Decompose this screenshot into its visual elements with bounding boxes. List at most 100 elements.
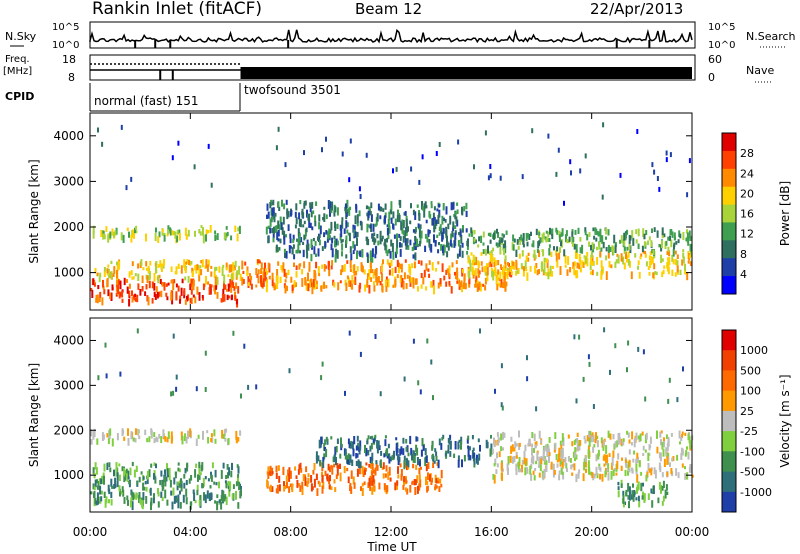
data-cell — [103, 289, 106, 295]
data-cell — [607, 244, 610, 253]
data-cell — [635, 458, 638, 464]
colorbar-tick-label: 25 — [740, 405, 754, 418]
data-cell — [364, 444, 366, 454]
data-cell — [400, 469, 403, 477]
data-cell — [162, 480, 165, 490]
data-cell — [662, 480, 665, 488]
data-cell — [265, 226, 268, 235]
data-cell — [463, 276, 466, 286]
data-cell — [507, 262, 509, 266]
data-cell — [104, 499, 107, 508]
colorbar-tick-label: 20 — [740, 187, 754, 200]
data-cell — [347, 438, 350, 445]
data-cell — [655, 271, 658, 276]
data-cell — [435, 267, 438, 272]
data-cell — [686, 472, 689, 480]
data-cell — [523, 457, 526, 465]
data-cell — [400, 243, 403, 248]
data-cell — [374, 253, 377, 259]
y-axis-label: Slant Range [km] — [27, 363, 41, 467]
data-cell — [336, 463, 339, 469]
data-cell — [126, 476, 129, 482]
colorbar-frame — [721, 132, 737, 295]
data-cell — [543, 468, 546, 478]
data-cell — [403, 272, 406, 280]
data-cell — [477, 268, 480, 274]
data-cell — [356, 453, 359, 458]
data-cell — [506, 273, 509, 280]
data-cell — [395, 443, 398, 452]
data-cell — [223, 232, 226, 240]
data-cell — [164, 469, 166, 474]
data-cell — [434, 222, 437, 230]
data-cell — [98, 297, 101, 303]
date-title: 22/Apr/2013 — [590, 0, 683, 18]
data-cell — [326, 438, 329, 445]
data-cell — [552, 463, 555, 472]
data-cell — [339, 453, 342, 459]
data-cell — [322, 456, 325, 462]
data-cell — [588, 232, 591, 237]
data-cell — [606, 468, 609, 472]
data-cell — [402, 236, 405, 243]
data-cell — [159, 278, 162, 284]
data-cell — [591, 242, 594, 250]
data-cell — [596, 256, 599, 265]
data-cell — [673, 242, 676, 247]
data-cell — [178, 232, 181, 241]
data-cell — [438, 213, 441, 218]
data-cell — [647, 463, 650, 471]
data-cell — [341, 217, 344, 221]
data-cell — [166, 437, 169, 443]
data-cell — [596, 231, 599, 235]
data-cell — [602, 241, 605, 249]
data-cell — [374, 223, 377, 227]
data-cell — [138, 494, 141, 503]
data-cell — [592, 261, 594, 266]
data-cell — [124, 472, 127, 481]
data-cell — [467, 259, 470, 264]
data-cell — [413, 261, 416, 269]
data-cell — [233, 265, 236, 271]
data-cell — [292, 234, 295, 241]
data-cell — [356, 252, 358, 260]
data-cell — [166, 463, 168, 471]
data-cell — [534, 255, 537, 260]
data-cell — [334, 446, 337, 456]
data-cell — [371, 471, 374, 476]
nsky-trace — [89, 28, 693, 48]
data-cell — [596, 435, 599, 440]
data-cell — [323, 213, 326, 222]
data-cell — [386, 224, 389, 228]
data-cell — [482, 249, 485, 254]
data-cell — [138, 492, 141, 499]
data-cell — [640, 253, 643, 257]
data-cell — [138, 435, 141, 440]
data-cell — [349, 454, 352, 463]
data-cell — [297, 228, 300, 237]
data-cell — [654, 271, 657, 275]
data-cell — [341, 151, 344, 157]
data-cell — [569, 159, 572, 165]
data-cell — [91, 289, 94, 298]
data-cell — [142, 492, 145, 501]
data-cell — [346, 199, 349, 209]
y-tick-label: 2000 — [53, 423, 84, 437]
data-cell — [128, 290, 131, 297]
data-cell — [446, 238, 448, 248]
data-cell — [626, 246, 629, 251]
data-cell — [578, 446, 581, 451]
data-cell — [330, 436, 333, 440]
data-cell — [647, 240, 649, 246]
data-cell — [123, 497, 126, 504]
data-cell — [531, 451, 533, 456]
data-cell — [553, 470, 556, 475]
data-cell — [229, 481, 232, 490]
data-cell — [479, 444, 481, 452]
data-cell — [109, 428, 112, 436]
data-cell — [356, 266, 359, 272]
data-cell — [347, 459, 349, 465]
data-cell — [589, 261, 592, 271]
data-cell — [553, 447, 556, 453]
data-cell — [435, 485, 438, 489]
